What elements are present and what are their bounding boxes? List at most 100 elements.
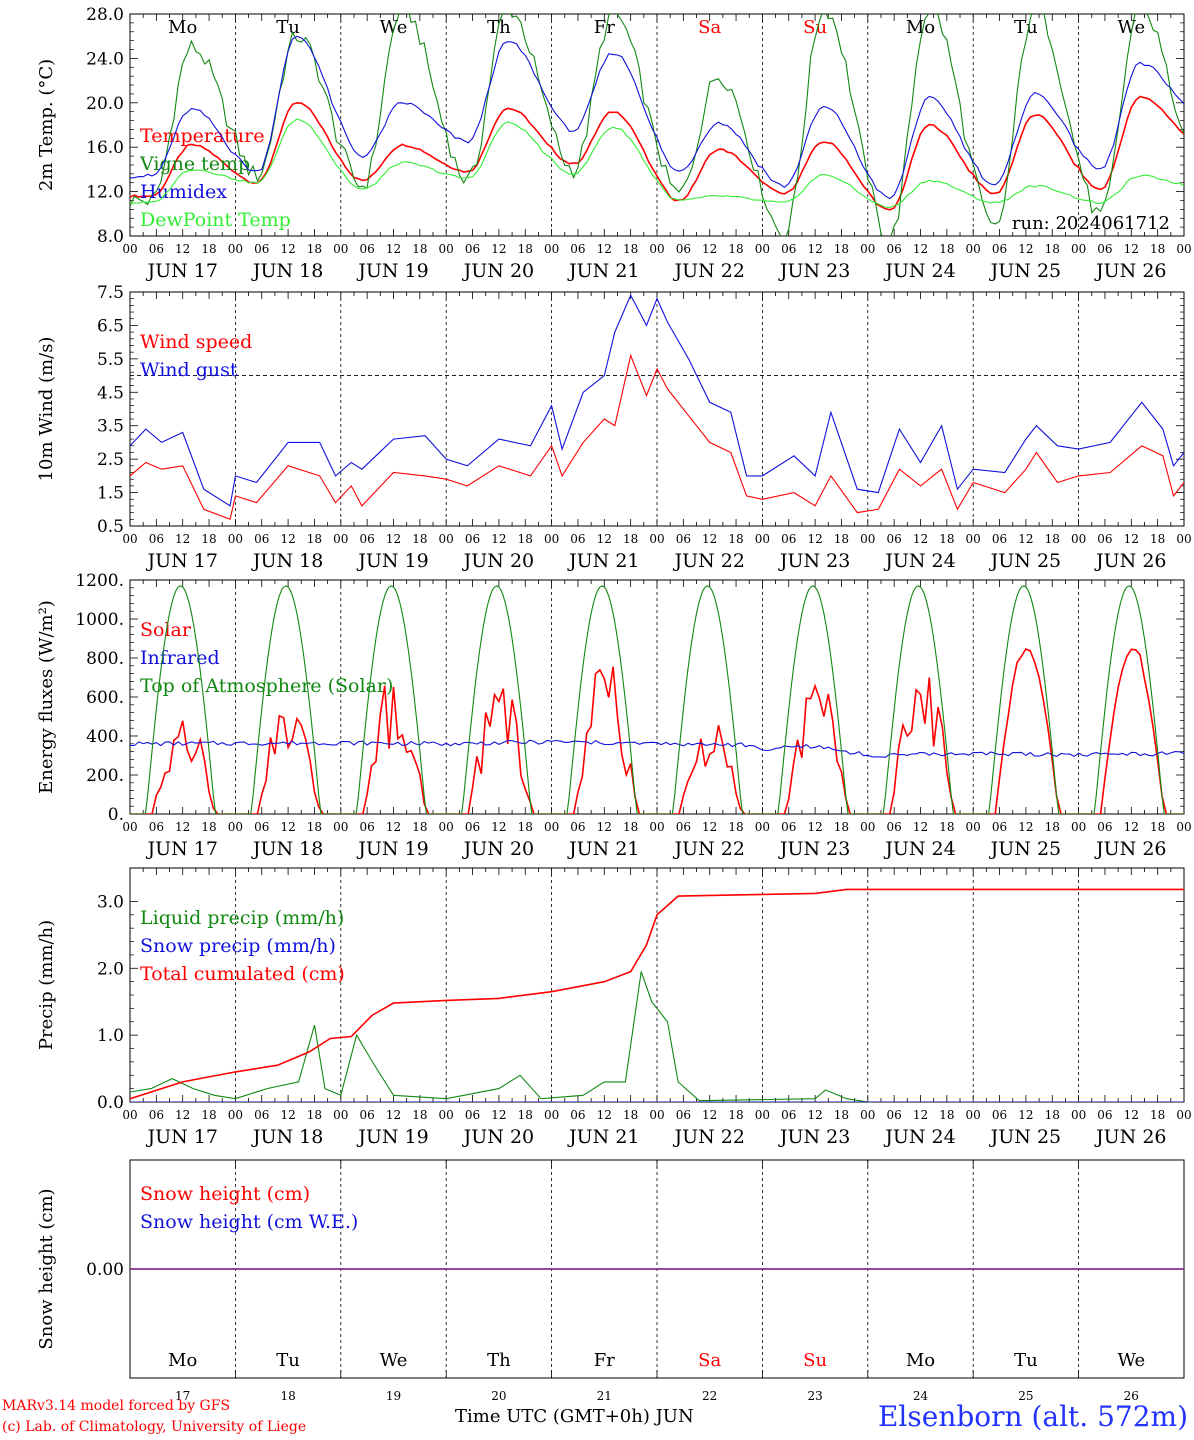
legend-entry: Humidex <box>140 181 227 203</box>
meteogram: 00 06 12 18 00 06 12 18 00 06 12 18 00 06 12 18 00 06 12 18… <box>36 5 1192 1400</box>
date-label: JUN 26 <box>1094 838 1166 860</box>
series-line-precip-3 <box>130 888 1184 1100</box>
date-label: JUN 23 <box>778 838 850 860</box>
date-label: JUN 21 <box>567 838 639 860</box>
date-label: JUN 20 <box>462 260 534 282</box>
date-label: JUN 21 <box>567 260 639 282</box>
hour-tick-label: 12 <box>702 820 717 834</box>
hour-tick-label: 00 <box>1071 1108 1086 1122</box>
date-label: JUN 25 <box>989 550 1061 572</box>
hour-tick-label: 06 <box>149 820 164 834</box>
hour-tick-label: 18 <box>939 1108 954 1122</box>
hour-tick-label: 00 <box>1176 242 1191 256</box>
hour-tick-label: 06 <box>570 532 585 546</box>
hour-tick-label: 12 <box>597 242 612 256</box>
hour-tick-label: 06 <box>887 820 902 834</box>
hour-tick-label: 18 <box>728 820 743 834</box>
hour-tick-label: 18 <box>834 1108 849 1122</box>
hour-tick-label: 06 <box>570 820 585 834</box>
y-tick-label: 1000. <box>75 610 124 630</box>
hour-tick-label: 12 <box>280 532 295 546</box>
hour-tick-label: 00 <box>649 242 664 256</box>
hour-tick-label: 06 <box>1097 532 1112 546</box>
hour-tick-label: 00 <box>966 242 981 256</box>
hour-tick-label: 12 <box>175 532 190 546</box>
weekday-label: Tu <box>276 17 300 38</box>
y-tick-label: 24.0 <box>86 49 124 69</box>
hour-tick-label: 06 <box>676 242 691 256</box>
hour-tick-label: 18 <box>201 242 216 256</box>
weekday-label: We <box>1117 1350 1145 1371</box>
hour-tick-label: 06 <box>360 1108 375 1122</box>
legend-entry: Snow precip (mm/h) <box>140 935 336 957</box>
y-tick-label: 1.5 <box>97 484 124 504</box>
weekday-label: Sa <box>698 17 721 38</box>
hour-tick-label: 00 <box>1071 532 1086 546</box>
hour-tick-label: 18 <box>728 1108 743 1122</box>
date-label: JUN 17 <box>145 1126 217 1148</box>
date-label: JUN 23 <box>778 260 850 282</box>
series-line-temperature-4 <box>130 118 1184 209</box>
hour-tick-label: 12 <box>597 532 612 546</box>
weekday-label: Fr <box>594 17 615 38</box>
date-label: JUN 20 <box>462 838 534 860</box>
date-label: JUN 22 <box>672 1126 744 1148</box>
date-label: JUN 18 <box>251 838 323 860</box>
hour-tick-label: 18 <box>307 242 322 256</box>
hour-tick-label: 12 <box>807 242 822 256</box>
y-tick-label: 200. <box>86 766 124 786</box>
hour-tick-label: 06 <box>149 532 164 546</box>
hour-tick-label: 00 <box>1071 820 1086 834</box>
hour-tick-label: 06 <box>887 532 902 546</box>
hour-tick-label: 00 <box>649 1108 664 1122</box>
date-label: JUN 22 <box>672 838 744 860</box>
date-label: JUN 18 <box>251 260 323 282</box>
weekday-label: Sa <box>698 1350 721 1371</box>
hour-tick-label: 12 <box>491 820 506 834</box>
date-label: JUN 25 <box>989 260 1061 282</box>
y-tick-label: 5.5 <box>97 350 124 370</box>
hour-tick-label: 12 <box>386 242 401 256</box>
hour-tick-label: 06 <box>992 1108 1007 1122</box>
hour-tick-label: 12 <box>807 820 822 834</box>
hour-tick-label: 12 <box>386 820 401 834</box>
weekday-label: Tu <box>276 1350 300 1371</box>
legend-entry: Vigne temp <box>139 153 250 175</box>
hour-tick-label: 12 <box>1018 242 1033 256</box>
date-label: JUN 19 <box>356 1126 428 1148</box>
hour-tick-label: 06 <box>676 532 691 546</box>
date-label: JUN 19 <box>356 260 428 282</box>
hour-tick-label: 18 <box>1045 242 1060 256</box>
hour-tick-label: 06 <box>1097 242 1112 256</box>
hour-tick-label: 06 <box>360 532 375 546</box>
hour-tick-label: 18 <box>623 242 638 256</box>
station-name: Elsenborn (alt. 572m) <box>877 1400 1188 1433</box>
hour-tick-label: 18 <box>834 532 849 546</box>
series-line-temperature-3 <box>130 35 1184 200</box>
hour-tick-label: 00 <box>544 532 559 546</box>
hour-tick-label: 00 <box>544 242 559 256</box>
hour-tick-label: 00 <box>228 1108 243 1122</box>
hour-tick-label: 00 <box>1176 532 1191 546</box>
hour-tick-label: 12 <box>807 1108 822 1122</box>
hour-tick-label: 12 <box>1124 820 1139 834</box>
hour-tick-label: 12 <box>386 532 401 546</box>
date-label: JUN 24 <box>883 838 955 860</box>
hour-tick-label: 12 <box>913 1108 928 1122</box>
legend-entry: Infrared <box>140 647 220 669</box>
hour-tick-label: 00 <box>860 820 875 834</box>
hour-tick-label: 18 <box>1150 242 1165 256</box>
hour-tick-label: 00 <box>755 1108 770 1122</box>
hour-tick-label: 18 <box>728 532 743 546</box>
date-label: JUN 25 <box>989 1126 1061 1148</box>
hour-tick-label: 00 <box>333 242 348 256</box>
legend-entry: Snow height (cm) <box>140 1183 310 1205</box>
hour-tick-label: 06 <box>465 1108 480 1122</box>
hour-tick-label: 18 <box>1045 532 1060 546</box>
weekday-label: Th <box>487 1350 511 1371</box>
hour-tick-label: 12 <box>1124 532 1139 546</box>
hour-tick-label: 06 <box>781 242 796 256</box>
y-tick-label: 3.0 <box>97 892 124 912</box>
hour-tick-label: 18 <box>201 1108 216 1122</box>
hour-tick-label: 00 <box>860 532 875 546</box>
